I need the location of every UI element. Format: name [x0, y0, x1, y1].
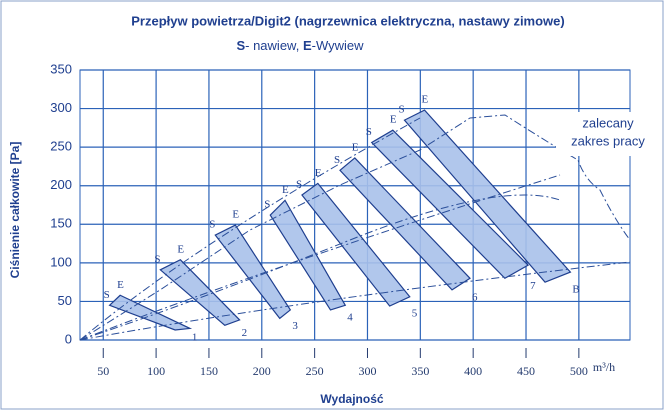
band-e-label: E — [232, 209, 239, 221]
x-axis-label: Wydajność — [320, 392, 383, 406]
y-tick-label: 250 — [50, 139, 72, 154]
y-axis-label: Ciśnienie całkowite [Pa] — [8, 142, 22, 279]
band-label: 7 — [530, 280, 536, 292]
band-s-label: S — [366, 126, 372, 138]
system-curve — [79, 261, 631, 341]
band-s-label: S — [104, 289, 110, 301]
x-tick-label: 350 — [411, 364, 429, 378]
subtitle-e-text: -Wywiew — [312, 38, 364, 53]
x-tick-label: 450 — [517, 364, 535, 378]
x-tick-label: 400 — [464, 364, 482, 378]
band-label: 3 — [292, 320, 298, 332]
band — [301, 182, 411, 307]
band-s-label: S — [398, 104, 404, 116]
band-label: 5 — [412, 308, 418, 320]
y-tick-label: 100 — [50, 254, 72, 269]
band-e-label: E — [282, 184, 289, 196]
band — [108, 294, 193, 331]
subtitle-s: S — [236, 38, 245, 53]
chart-title: Przepływ powietrza/Digit2 (nagrzewnica e… — [131, 13, 564, 28]
band-s-label: S — [154, 253, 160, 265]
subtitle-s-text: - nawiew, — [245, 38, 303, 53]
band — [403, 109, 572, 283]
band-e-label: E — [117, 279, 124, 291]
x-unit: m³/h — [593, 360, 615, 374]
band-e-label: E — [390, 114, 397, 126]
range-boundary — [79, 114, 631, 341]
system-curve — [79, 194, 561, 341]
x-tick-label: 250 — [306, 364, 324, 378]
y-tick-label: 300 — [50, 100, 72, 115]
band-label: 6 — [472, 291, 478, 303]
x-tick-label: 150 — [200, 364, 218, 378]
x-tick-label: 50 — [97, 364, 109, 378]
band-s-label: S — [264, 199, 270, 211]
band-label: 1 — [192, 332, 198, 344]
system-curve — [79, 174, 561, 341]
band — [214, 224, 292, 320]
band — [269, 199, 347, 311]
annotation-box — [556, 112, 662, 156]
x-tick-label: 500 — [570, 364, 588, 378]
system-curves — [79, 114, 631, 341]
annotation-line: zakres pracy — [571, 133, 645, 148]
x-tick-label: 100 — [147, 364, 165, 378]
band-s-label: S — [209, 219, 215, 231]
band-s-label: S — [296, 179, 302, 191]
band-e-label: E — [177, 243, 184, 255]
band-label: B — [572, 284, 579, 296]
band-e-label: E — [352, 141, 359, 153]
y-tick-label: 0 — [65, 331, 72, 346]
y-tick-label: 50 — [58, 293, 72, 308]
band-label: 2 — [242, 327, 248, 339]
y-tick-label: 350 — [50, 61, 72, 76]
chart-subtitle: S- nawiew, E-Wywiew — [236, 38, 364, 53]
band-e-label: E — [315, 167, 322, 179]
band-e-label: E — [422, 94, 429, 106]
band-label: 4 — [347, 311, 353, 323]
y-tick-label: 150 — [50, 216, 72, 231]
x-tick-label: 300 — [358, 364, 376, 378]
band — [370, 129, 530, 280]
y-tick-label: 200 — [50, 177, 72, 192]
x-tick-label: 200 — [253, 364, 271, 378]
band — [339, 157, 471, 291]
subtitle-e: E — [303, 38, 312, 53]
system-curve — [79, 117, 421, 341]
annotation-line: zalecany — [582, 115, 634, 130]
band-s-label: S — [334, 154, 340, 166]
